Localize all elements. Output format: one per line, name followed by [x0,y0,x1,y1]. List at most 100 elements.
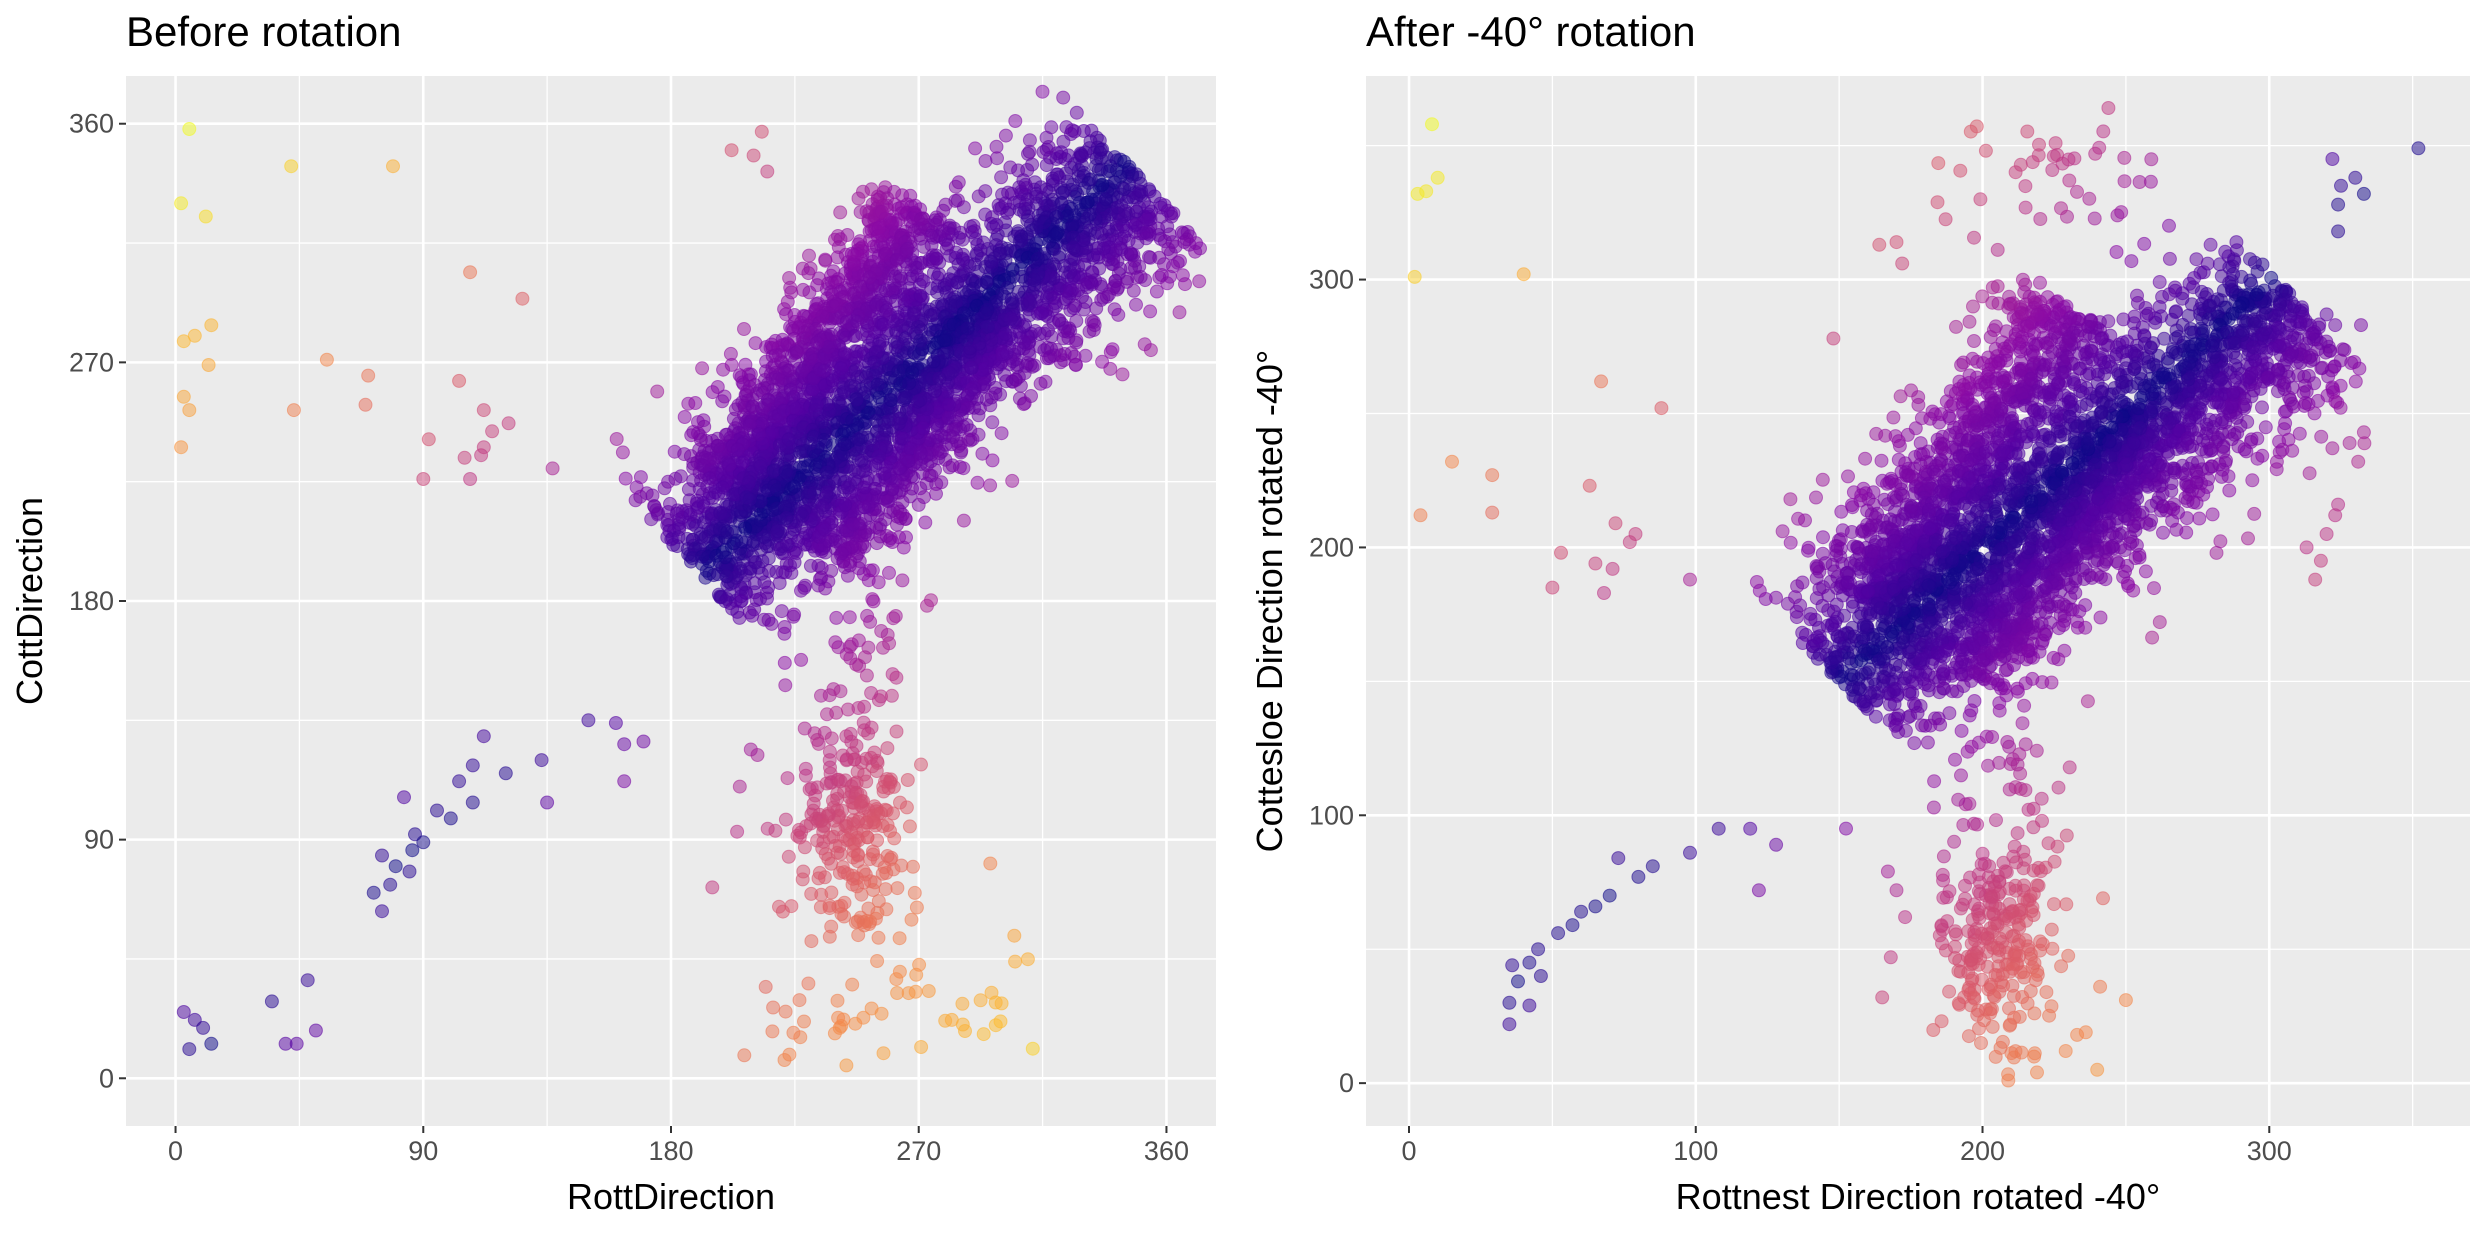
data-point [636,734,651,749]
data-point [319,352,334,367]
data-point [902,819,917,834]
data-point [939,333,953,347]
data-point [940,385,955,400]
data-point [1035,84,1050,99]
data-point [782,363,797,378]
data-point [912,277,927,292]
data-point [914,211,928,226]
data-point [976,1027,991,1042]
data-point [858,370,873,385]
data-point [609,432,624,446]
data-point [397,790,411,805]
data-point [702,471,717,485]
data-point [841,702,855,717]
data-point [1003,160,1018,175]
data-point [883,772,898,787]
data-point [777,655,792,670]
data-point [800,459,815,474]
data-point [822,898,837,913]
panel-title-after: After -40° rotation [1366,8,1696,55]
data-point [892,931,907,946]
data-point [1128,218,1143,233]
data-point [854,798,868,813]
data-point [973,993,988,1008]
data-point [1058,292,1073,307]
data-point [871,894,886,909]
data-point [881,494,896,509]
data-point [831,1010,846,1025]
data-point [1069,105,1084,120]
data-point [1769,590,1783,605]
data-point [897,393,911,408]
data-point [405,843,420,858]
data-point [772,899,786,914]
data-point [842,610,857,625]
data-point [856,184,870,199]
data-point [972,336,987,351]
data-point [743,561,758,576]
data-point [743,742,758,757]
data-point [182,403,197,418]
y-tick-label: 360 [69,109,114,139]
data-point [926,251,940,266]
data-point [779,511,794,526]
data-point [956,513,971,528]
data-point [870,377,885,392]
data-point [857,767,872,782]
data-point [608,716,623,730]
y-tick-label: 90 [84,825,114,855]
data-point [980,319,995,334]
data-point [545,461,560,476]
data-point [1140,212,1155,227]
data-point [914,1040,929,1054]
x-tick-label: 270 [896,1136,941,1166]
data-point [817,725,832,740]
data-point [824,327,839,342]
data-point [742,373,757,388]
data-point [854,887,869,902]
data-point [720,525,735,540]
data-point [1111,266,1126,281]
data-point [1129,167,1144,182]
data-point [781,432,796,447]
x-axis-title-before: RottDirection [567,1176,775,1217]
data-point [713,506,728,521]
data-point [1035,306,1050,321]
data-point [754,124,769,139]
data-point [443,811,458,826]
data-point [2093,610,2108,625]
data-point [1177,235,1192,249]
data-point [787,479,802,494]
data-point [994,426,1009,441]
data-point [1043,268,1058,283]
data-point [1056,90,1071,105]
data-point [2292,426,2307,441]
data-point [1173,254,1187,268]
data-point [803,351,818,365]
data-point [880,849,895,863]
data-point [806,429,821,444]
data-point [876,640,890,655]
data-point [732,779,747,794]
data-point [787,331,802,346]
data-point [833,774,848,789]
panel-title-before: Before rotation [126,8,402,55]
data-point [787,555,802,570]
data-point [182,122,197,136]
data-point [386,159,400,174]
data-point [806,796,821,811]
data-point [1059,120,1074,135]
data-point [824,919,839,934]
data-point [979,275,994,289]
data-point [833,205,848,220]
data-point [688,396,703,410]
data-point [779,307,794,322]
data-point [1022,133,1037,148]
data-point [797,537,812,552]
data-point [1065,218,1080,233]
data-point [803,558,818,573]
data-point [929,418,944,433]
data-point [848,1016,863,1031]
data-point [857,699,872,714]
data-point [1815,472,1830,487]
